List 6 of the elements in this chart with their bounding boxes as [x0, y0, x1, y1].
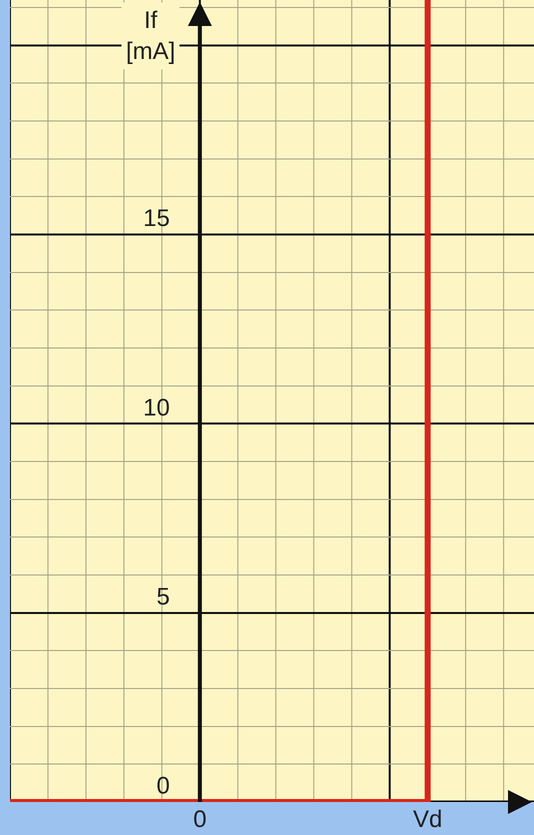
y-tick-label: 0: [156, 772, 170, 800]
x-tick-label: Vd: [413, 806, 442, 833]
y-tick-label: 15: [143, 205, 170, 232]
y-tick-label: 10: [143, 394, 170, 422]
y-axis-title: If [mA]: [126, 7, 176, 66]
y-tick-label: 5: [156, 583, 170, 610]
